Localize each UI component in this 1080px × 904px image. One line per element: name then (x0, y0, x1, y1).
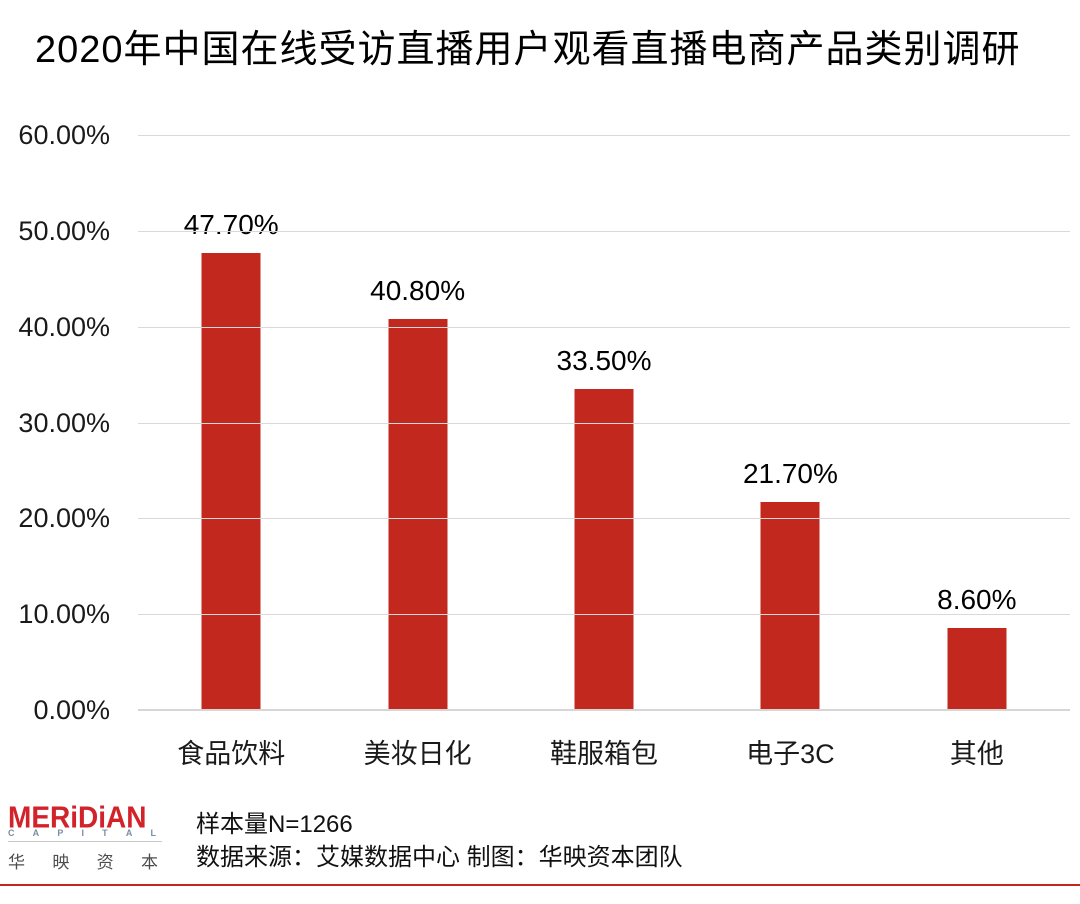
gridline (138, 422, 1070, 424)
y-axis-tick-label: 40.00% (18, 311, 110, 342)
bar-column: 33.50% (511, 135, 697, 710)
x-axis-category-label: 电子3C (746, 739, 835, 769)
logo-wordmark: MERiDiAN (8, 800, 147, 834)
gridline (138, 709, 1070, 711)
logo-capital-letter: T (102, 828, 108, 838)
bar-column: 21.70% (697, 135, 883, 710)
x-axis-category-label: 美妆日化 (363, 739, 472, 769)
bar-value-label: 33.50% (556, 344, 652, 376)
plot-area: 47.70% 40.80% 33.50% 21.70% 8.60% (138, 135, 1070, 711)
y-axis-tick-label: 50.00% (18, 215, 110, 246)
y-axis-tick-label: 60.00% (18, 120, 110, 150)
y-axis-tick-label: 10.00% (18, 599, 110, 630)
gridline (138, 135, 1070, 136)
meridian-logo: MERiDiAN C A P I T A L 华 映 资 本 (8, 800, 162, 873)
bar-value-label: 21.70% (742, 458, 838, 490)
bar-value-label: 40.80% (370, 275, 466, 306)
logo-capital-letter: C (8, 828, 15, 838)
gridline (138, 326, 1070, 328)
logo-chinese-char: 映 (52, 853, 70, 872)
data-source-text: 数据来源：艾媒数据中心 制图：华映资本团队 (196, 844, 683, 871)
gridline (138, 518, 1070, 520)
bar (574, 388, 634, 710)
bar-value-label: 8.60% (937, 583, 1017, 615)
logo-capital-letter: P (57, 828, 64, 838)
x-axis-labels: 食品饮料 美妆日化 鞋服箱包 电子3C 其他 (138, 732, 1070, 771)
bar (947, 627, 1007, 710)
x-axis-category-label: 鞋服箱包 (550, 739, 659, 769)
logo-capital-letter: A (32, 828, 40, 838)
logo-divider (8, 841, 162, 842)
footer: MERiDiAN C A P I T A L 华 映 资 本 样本量N=1266 数据来源：艾媒数… (0, 796, 1080, 904)
y-axis-tick-label: 30.00% (18, 407, 110, 438)
chart-title: 2020年中国在线受访直播用户观看直播电商产品类别调研 (35, 29, 1021, 71)
logo-chinese-char: 本 (140, 853, 158, 872)
y-axis-labels: 60.00% 50.00% 40.00% 30.00% 20.00% 10.00% 0.00… (0, 120, 118, 725)
bar (201, 252, 261, 710)
footer-info: 样本量N=1266 数据来源：艾媒数据中心 制图：华映资本团队 (196, 808, 683, 874)
gridline (138, 230, 1070, 232)
sample-size-text: 样本量N=1266 (196, 811, 353, 838)
logo-chinese-char: 华 (8, 853, 25, 872)
x-axis-category-label: 食品饮料 (177, 739, 286, 769)
x-axis-category-label: 其他 (949, 739, 1004, 769)
bar-column: 8.60% (884, 135, 1070, 710)
logo-chinese-char: 资 (96, 853, 114, 872)
y-axis-tick-label: 0.00% (33, 695, 110, 725)
gridline (138, 614, 1070, 616)
logo-chinese-name: 华映资本 (8, 848, 158, 873)
bar-column: 40.80% (324, 135, 510, 710)
y-axis-tick-label: 20.00% (18, 503, 110, 534)
footer-rule (0, 884, 1080, 886)
bar-column: 47.70% (138, 135, 324, 710)
bar (760, 502, 820, 710)
bar (388, 319, 448, 710)
bar-value-label: 47.70% (183, 208, 279, 240)
logo-capital-letter: L (150, 828, 156, 838)
bar-columns: 47.70% 40.80% 33.50% 21.70% 8.60% (138, 135, 1070, 710)
logo-capital-letter: I (81, 828, 84, 838)
logo-capital-letter: A (125, 828, 133, 838)
